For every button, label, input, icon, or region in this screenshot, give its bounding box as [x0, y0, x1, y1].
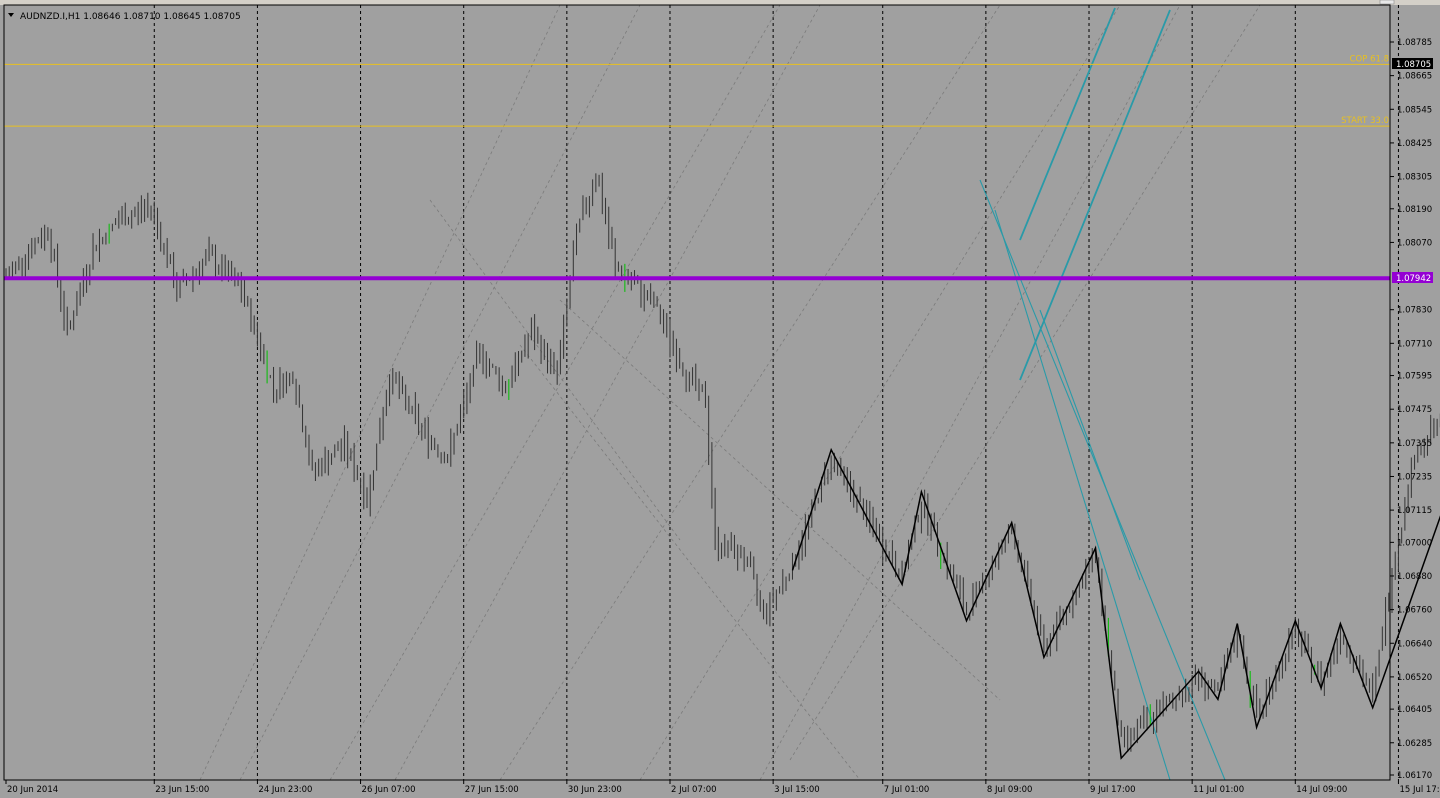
chevron-down-icon[interactable]: [8, 13, 14, 17]
fib-line: [199, 4, 561, 781]
fib-diagonal-lines: [199, 4, 1261, 781]
y-tick-label: 1.06520: [1397, 673, 1432, 683]
x-tick-label: 3 Jul 15:00: [774, 785, 820, 795]
x-tick-label: 20 Jun 2014: [7, 785, 58, 795]
zigzag-line: [791, 447, 1440, 760]
y-tick-label: 1.08425: [1397, 139, 1432, 149]
time-axis: 20 Jun 2014 23 Jun 15:00 24 Jun 23:00 26 Ju…: [5, 780, 1440, 795]
channel-line: [1019, 9, 1171, 381]
fib-line: [329, 4, 781, 781]
horizontal-levels: [4, 63, 1390, 281]
fib-line: [499, 4, 1001, 781]
y-tick-label: 1.07000: [1397, 538, 1432, 548]
x-tick-label: 27 Jun 15:00: [465, 785, 519, 795]
level-label-cop: COP 61.8: [1350, 54, 1389, 64]
y-tick-label: 1.08545: [1397, 105, 1432, 115]
y-tick-label: 1.07475: [1397, 405, 1432, 415]
y-tick-label: 1.08785: [1397, 38, 1432, 48]
price-axis: 1.08785 1.08665 1.08545 1.08425 1.08305 1.081…: [1390, 38, 1432, 781]
fib-line: [759, 4, 1181, 781]
y-tick-label: 1.08070: [1397, 238, 1432, 248]
fib-line: [789, 4, 1261, 761]
channel-line: [1039, 309, 1141, 581]
y-tick-label: 1.06405: [1397, 705, 1432, 715]
zigzag-indicator: [791, 447, 1440, 760]
y-tick-label: 1.08665: [1397, 72, 1432, 82]
x-tick-label: 7 Jul 01:00: [884, 785, 930, 795]
fib-line: [519, 344, 861, 781]
fib-line: [639, 4, 1121, 781]
y-tick-label: 1.07830: [1397, 306, 1432, 316]
y-tick-label: 1.08190: [1397, 205, 1432, 215]
current-price-box: [1392, 58, 1433, 69]
x-tick-label: 26 Jun 07:00: [362, 785, 416, 795]
fib-line: [429, 199, 681, 541]
x-tick-label: 14 Jul 09:00: [1296, 785, 1347, 795]
y-tick-label: 1.07595: [1397, 372, 1432, 382]
y-tick-label: 1.06170: [1397, 771, 1432, 781]
x-tick-label: 9 Jul 17:00: [1090, 785, 1136, 795]
y-tick-label: 1.06285: [1397, 739, 1432, 749]
y-tick-label: 1.07235: [1397, 472, 1432, 482]
y-tick-label: 1.07355: [1397, 439, 1432, 449]
fib-line: [239, 4, 641, 781]
x-tick-label: 24 Jun 23:00: [258, 785, 312, 795]
y-tick-label: 1.07115: [1397, 506, 1432, 516]
window-top-bar: [0, 0, 1440, 5]
x-tick-label: 30 Jun 23:00: [568, 785, 622, 795]
x-tick-label: 15 Jul 17:00: [1399, 785, 1440, 795]
chart-title: AUDNZD.I,H1 1.08646 1.08710 1.08645 1.08…: [20, 12, 241, 22]
y-tick-label: 1.06880: [1397, 572, 1432, 582]
x-tick-label: 2 Jul 07:00: [671, 785, 717, 795]
current-price-label: 1.08705: [1396, 60, 1431, 70]
level-label-start: START 33.0: [1341, 116, 1389, 126]
plot-frame: [3, 4, 1391, 781]
candlestick-series: [5, 172, 1440, 753]
y-tick-label: 1.06760: [1397, 606, 1432, 616]
x-tick-label: 8 Jul 09:00: [987, 785, 1033, 795]
x-tick-label: 11 Jul 01:00: [1193, 785, 1244, 795]
support-price-label: 1.07942: [1396, 274, 1431, 284]
y-tick-label: 1.06640: [1397, 639, 1432, 649]
channel-line: [994, 209, 1171, 781]
y-tick-label: 1.08305: [1397, 173, 1432, 183]
support-price-box: [1392, 272, 1433, 283]
x-tick-label: 23 Jun 15:00: [155, 785, 209, 795]
y-tick-label: 1.07710: [1397, 339, 1432, 349]
scroll-button[interactable]: [1379, 0, 1395, 5]
channel-line: [1019, 7, 1116, 241]
